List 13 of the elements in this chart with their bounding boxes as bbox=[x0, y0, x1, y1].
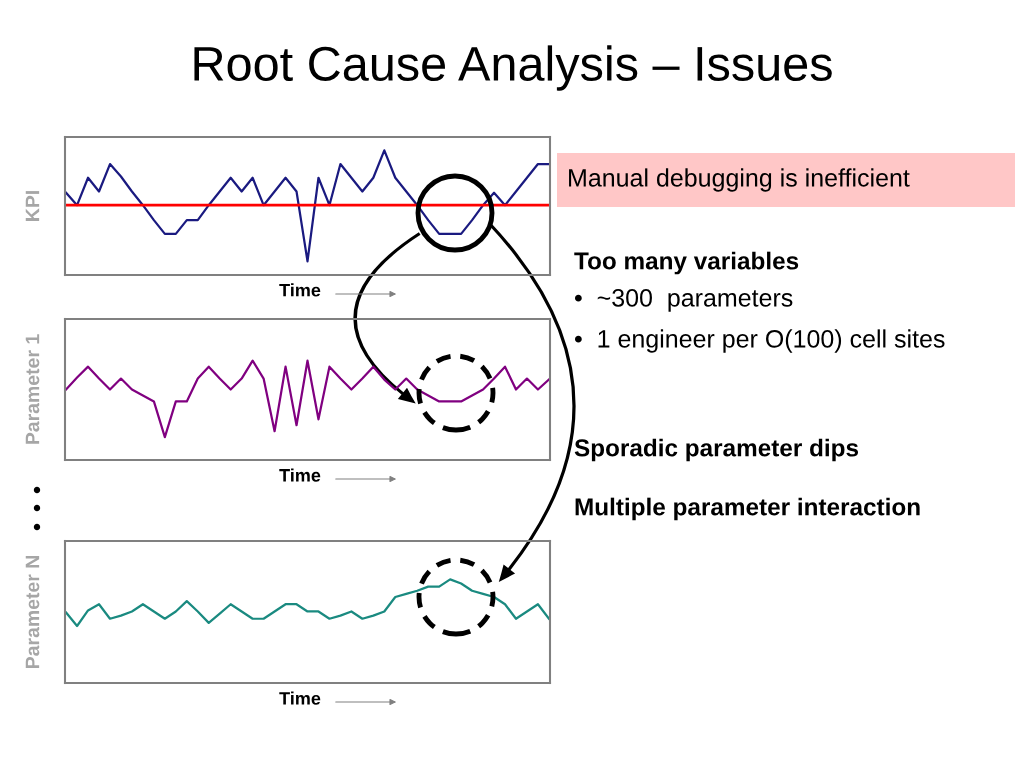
text: • 1 engineer per O(100) cell sites bbox=[574, 329, 945, 353]
y-axis-title: Parameter N bbox=[25, 556, 40, 668]
x-axis-title: Time bbox=[279, 468, 321, 482]
x-axis-title: Time bbox=[279, 691, 321, 705]
text: • ~300 parameters bbox=[574, 289, 793, 312]
x-axis-title: Time bbox=[279, 283, 321, 297]
text: Manual debugging is inefficient bbox=[569, 168, 910, 192]
y-axis-title: KPI bbox=[25, 191, 40, 221]
text: Multiple parameter interaction bbox=[575, 497, 920, 521]
y-axis-title: Parameter 1 bbox=[25, 334, 40, 444]
text: Sporadic parameter dips bbox=[574, 438, 859, 462]
text: Too many variables bbox=[574, 251, 799, 275]
chart-title: Root Cause Analysis – Issues bbox=[194, 45, 832, 91]
